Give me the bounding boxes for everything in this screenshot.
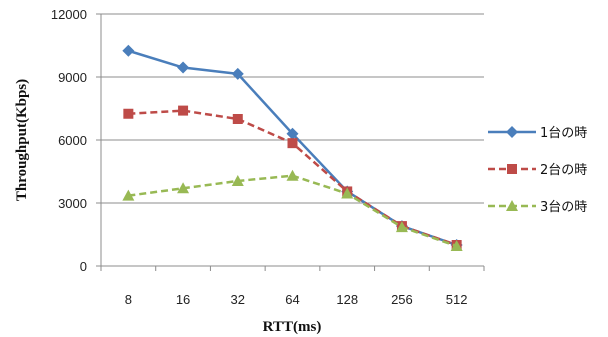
y-tick-labels: 0 3000 6000 9000 12000 [51,7,87,274]
x-tick-label: 8 [125,292,132,307]
data-point [286,169,299,181]
data-point [122,189,135,201]
series [122,44,463,252]
y-axis-title: Throughput(Kbps) [14,79,30,201]
legend-marker [506,200,518,211]
data-point [286,127,299,140]
data-point [177,182,190,194]
gridlines [101,13,484,204]
x-tick-label: 32 [231,292,245,307]
data-point [287,138,298,149]
y-tick-label: 9000 [58,70,87,85]
legend: 1台の時 2台の時 3台の時 [488,126,587,215]
data-point [231,67,244,80]
legend-marker [506,126,518,138]
y-tick-label: 6000 [58,133,87,148]
series-3 [122,169,463,252]
data-point [341,187,354,199]
data-point [177,61,190,74]
legend-label: 1台の時 [540,126,587,141]
x-tick-label: 16 [176,292,190,307]
data-point [178,105,189,116]
y-tick-label: 3000 [58,196,87,211]
data-point [395,221,408,233]
data-point [231,174,244,186]
x-axis-title: RTT(ms) [263,319,322,335]
data-point [122,44,135,57]
legend-marker [507,164,517,174]
legend-label: 2台の時 [540,163,587,178]
axes [96,13,485,271]
legend-item: 1台の時 [488,126,587,141]
y-tick-label: 0 [80,259,87,274]
legend-label: 3台の時 [540,200,587,215]
data-point [450,240,463,252]
legend-item: 2台の時 [488,163,587,178]
x-tick-label: 256 [391,292,413,307]
legend-item: 3台の時 [488,200,587,215]
x-tick-label: 64 [285,292,299,307]
x-tick-labels: 8 16 32 64 128 256 512 [125,292,468,307]
y-tick-label: 12000 [51,7,87,22]
data-point [123,108,134,119]
x-tick-label: 512 [446,292,468,307]
x-tick-label: 128 [336,292,358,307]
data-point [232,114,243,124]
series-line [128,174,458,248]
